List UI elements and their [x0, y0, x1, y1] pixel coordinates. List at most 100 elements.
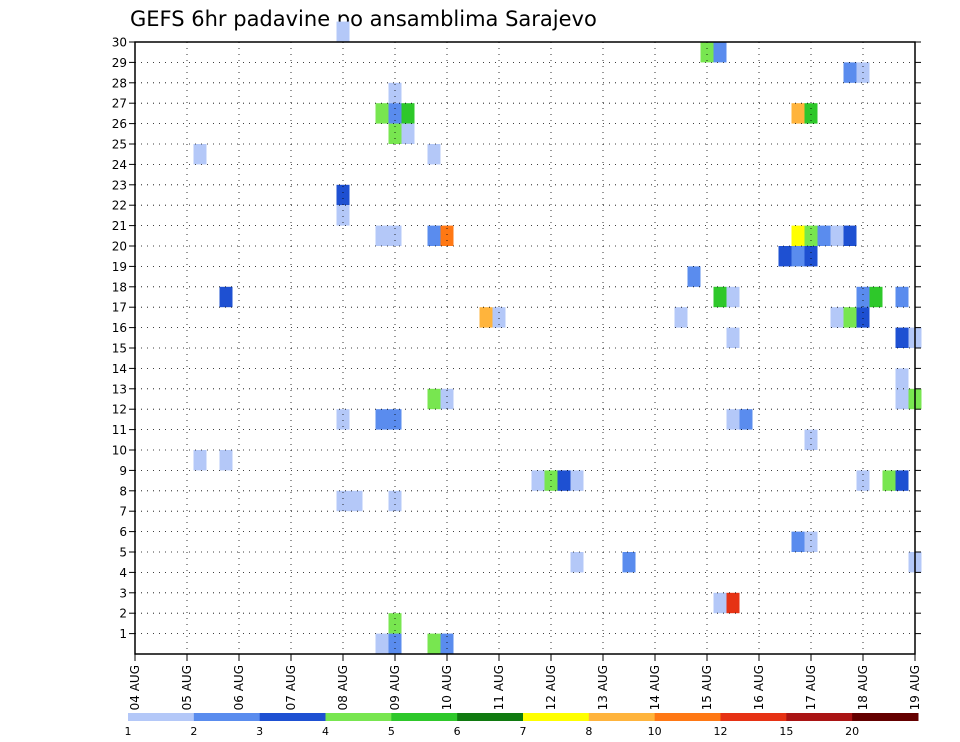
legend-swatch	[457, 713, 524, 721]
heatmap-cell	[804, 225, 818, 246]
heatmap-cell	[427, 144, 441, 165]
heatmap-cell	[791, 103, 805, 124]
heatmap-cell	[375, 103, 389, 124]
legend-swatch	[654, 713, 721, 721]
x-tick-label: 06 AUG	[232, 665, 246, 710]
y-tick-label: 27	[112, 97, 127, 111]
heatmap-cell	[687, 266, 701, 287]
heatmap-cell	[895, 470, 909, 491]
y-tick-label: 12	[112, 403, 127, 417]
heatmap-cell	[427, 633, 441, 654]
heatmap-cell	[713, 286, 727, 308]
y-tick-label: 26	[112, 117, 127, 131]
y-tick-label: 8	[119, 484, 127, 498]
heatmap-cell	[895, 327, 909, 348]
y-tick-label: 29	[112, 56, 127, 70]
x-tick-label: 04 AUG	[128, 665, 142, 710]
y-tick-label: 20	[112, 240, 127, 254]
y-tick-label: 2	[119, 607, 127, 621]
y-tick-label: 10	[112, 444, 127, 458]
heatmap-cell	[479, 307, 493, 328]
heatmap-cell	[882, 470, 896, 491]
y-tick-label: 6	[119, 525, 127, 539]
heatmap-cell	[726, 327, 740, 348]
heatmap-cell	[804, 429, 818, 450]
heatmap-cell	[570, 552, 584, 573]
heatmap-cell	[622, 552, 636, 573]
heatmap-cell	[336, 21, 350, 42]
heatmap-cell	[375, 409, 389, 430]
y-tick-label: 28	[112, 76, 127, 90]
x-tick-label: 19 AUG	[908, 665, 922, 710]
legend-swatch	[786, 713, 853, 721]
heatmap-cell	[531, 470, 545, 491]
heatmap-cell	[336, 184, 350, 206]
y-tick-label: 4	[119, 566, 127, 580]
y-tick-label: 1	[119, 627, 127, 641]
y-tick-label: 21	[112, 219, 127, 233]
y-tick-label: 7	[119, 505, 127, 519]
y-tick-label: 17	[112, 301, 127, 315]
heatmap-cell	[726, 286, 740, 308]
y-tick-label: 5	[119, 546, 127, 560]
heatmap-cell	[427, 388, 441, 410]
heatmap-cell	[349, 490, 363, 512]
heatmap-cells	[193, 21, 922, 654]
y-tick-label: 30	[112, 36, 127, 50]
x-tick-label: 08 AUG	[336, 665, 350, 710]
legend-label: 4	[322, 725, 329, 738]
y-tick-label: 19	[112, 260, 127, 274]
heatmap-cell	[388, 613, 402, 634]
heatmap-cell	[388, 225, 402, 246]
legend-swatch	[193, 713, 261, 721]
y-tick-label: 13	[112, 382, 127, 396]
legend-swatch	[325, 713, 392, 721]
x-tick-label: 15 AUG	[700, 665, 714, 710]
heatmap-cell	[895, 368, 909, 389]
heatmap-cell	[804, 531, 818, 552]
heatmap-cell	[713, 592, 727, 614]
heatmap-cell	[401, 103, 415, 124]
heatmap-cell	[726, 409, 740, 430]
heatmap-cell	[219, 286, 233, 308]
y-tick-label: 3	[119, 586, 127, 600]
legend-swatch	[128, 713, 195, 721]
heatmap-cell	[726, 592, 740, 614]
heatmap-cell	[804, 246, 818, 267]
heatmap-cell	[388, 633, 402, 654]
y-tick-label: 24	[112, 158, 127, 172]
heatmap-cell	[674, 307, 688, 328]
x-tick-label: 16 AUG	[752, 665, 766, 710]
heatmap-cell	[336, 409, 350, 430]
heatmap-cell	[375, 633, 389, 654]
legend-label: 6	[454, 725, 461, 738]
heatmap-cell	[856, 307, 870, 328]
y-tick-label: 11	[112, 423, 127, 437]
x-tick-label: 09 AUG	[388, 665, 402, 710]
legend-swatch	[720, 713, 787, 721]
heatmap-cell	[830, 225, 844, 246]
legend-label: 12	[714, 725, 728, 738]
heatmap-cell	[336, 490, 350, 512]
heatmap-cell	[193, 450, 207, 471]
color-legend: 1 2 3 4 5 6 7 8 10 12 15 20	[125, 713, 919, 738]
legend-swatch	[259, 713, 326, 721]
heatmap-cell	[713, 42, 727, 63]
heatmap-cell	[895, 286, 909, 308]
heatmap-cell	[388, 409, 402, 430]
heatmap-cell	[791, 246, 805, 267]
heatmap-cell	[700, 42, 714, 63]
heatmap-cell	[778, 246, 792, 267]
legend-swatch	[588, 713, 656, 721]
x-tick-label: 05 AUG	[180, 665, 194, 710]
heatmap-cell	[336, 205, 350, 226]
legend-label: 5	[388, 725, 395, 738]
heatmap-cell	[830, 307, 844, 328]
heatmap-cell	[843, 307, 857, 328]
legend-label: 20	[845, 725, 859, 738]
heatmap-cell	[843, 225, 857, 246]
heatmap-cell	[427, 225, 441, 246]
y-tick-label: 14	[112, 362, 127, 376]
heatmap-cell	[388, 123, 402, 144]
